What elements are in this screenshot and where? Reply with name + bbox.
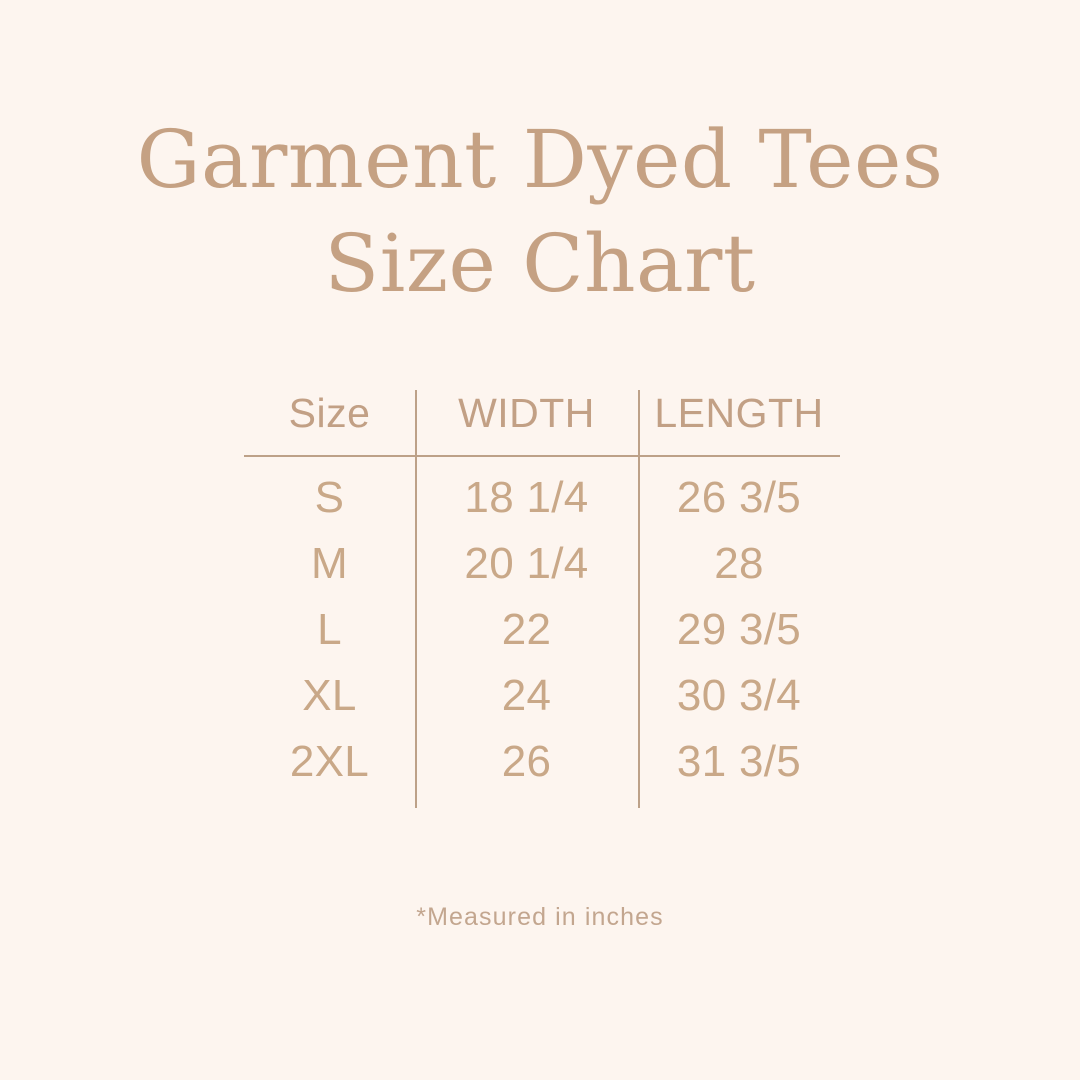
measurement-footnote: *Measured in inches: [416, 903, 664, 931]
cell-length: 30 3/4: [676, 671, 802, 720]
page-title: Garment Dyed Tees Size Chart: [0, 108, 1080, 316]
cell-width: 26: [501, 737, 552, 786]
cell-size: L: [317, 605, 342, 654]
cell-size: S: [314, 473, 345, 522]
cell-length: 31 3/5: [676, 737, 802, 786]
table-row: S 18 1/4 26 3/5: [244, 465, 840, 531]
title-line-1: Garment Dyed Tees: [136, 113, 944, 206]
cell-width: 20 1/4: [464, 539, 589, 588]
table-row: 2XL 26 31 3/5: [244, 729, 840, 795]
table-row: XL 24 30 3/4: [244, 663, 840, 729]
header-divider-rule: [244, 455, 840, 457]
cell-length: 26 3/5: [676, 473, 802, 522]
table-body: S 18 1/4 26 3/5 M 20 1/4 28 L 22 29 3/5 …: [244, 465, 840, 795]
table-header-row: Size WIDTH LENGTH: [244, 385, 840, 451]
cell-size: XL: [302, 671, 357, 720]
cell-size: 2XL: [289, 737, 370, 786]
cell-width: 22: [501, 605, 552, 654]
cell-length: 28: [714, 539, 764, 588]
table-row: L 22 29 3/5: [244, 597, 840, 663]
table-row: M 20 1/4 28: [244, 531, 840, 597]
cell-width: 24: [501, 671, 552, 720]
column-divider-size-width: [415, 390, 417, 808]
size-chart-table: Size WIDTH LENGTH S 18 1/4 26 3/5 M 20 1…: [244, 385, 840, 813]
cell-width: 18 1/4: [464, 473, 589, 522]
column-header-width: WIDTH: [458, 390, 595, 436]
column-header-size: Size: [288, 390, 371, 436]
cell-length: 29 3/5: [676, 605, 802, 654]
column-divider-width-length: [638, 390, 640, 808]
column-header-length: LENGTH: [654, 390, 824, 436]
title-line-2: Size Chart: [324, 217, 756, 310]
cell-size: M: [311, 539, 348, 588]
